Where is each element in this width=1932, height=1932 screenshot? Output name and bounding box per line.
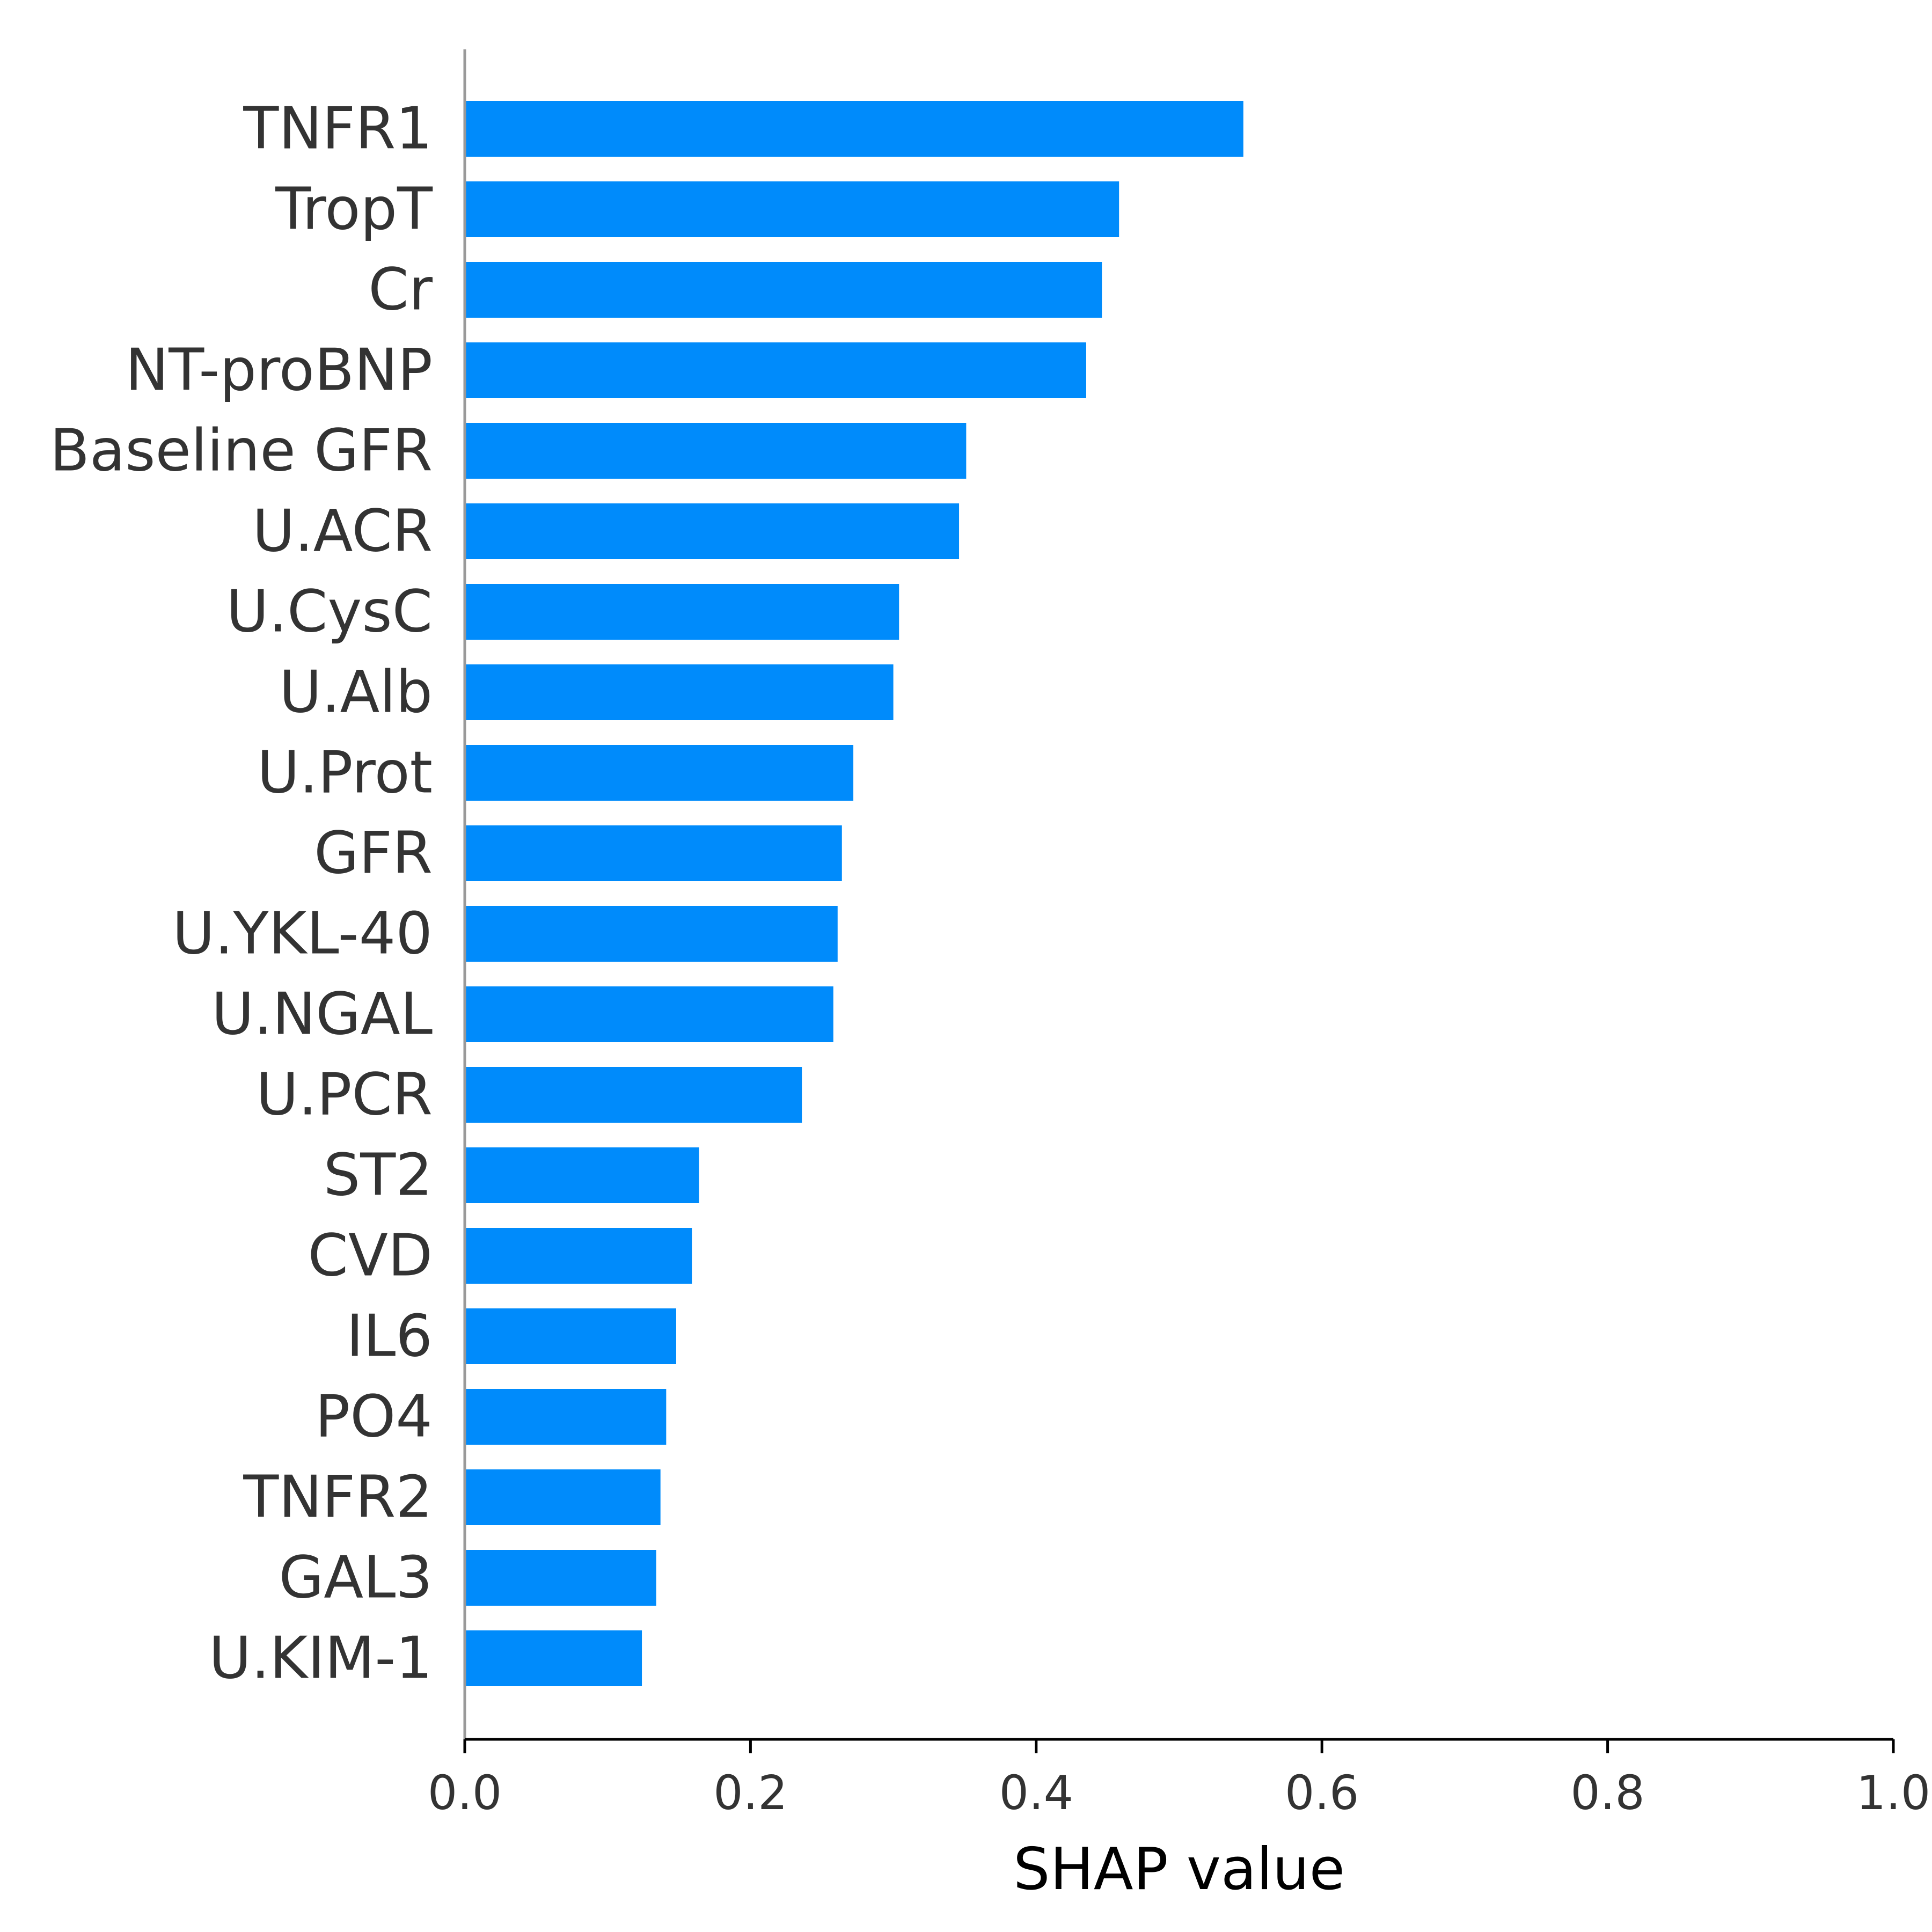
bar-u-kim-1 [465, 1630, 642, 1686]
bar-u-cysc [465, 584, 899, 640]
category-label: Baseline GFR [50, 418, 433, 485]
bar-baseline-gfr [465, 423, 967, 479]
category-label: GAL3 [279, 1545, 433, 1612]
category-label: ST2 [324, 1142, 433, 1209]
category-label: U.YKL-40 [172, 901, 433, 968]
bar-cvd [465, 1228, 692, 1284]
x-tick-label: 1.0 [1856, 1766, 1930, 1820]
category-label: U.CysC [226, 579, 433, 646]
category-label: TropT [275, 176, 433, 243]
category-label: U.Alb [279, 659, 433, 726]
bar-nt-probnp [465, 342, 1086, 398]
x-tick-label: 0.8 [1570, 1766, 1644, 1820]
category-label: U.ACR [252, 498, 433, 565]
category-label: U.NGAL [211, 981, 433, 1048]
bar-u-prot [465, 745, 854, 801]
category-label: PO4 [315, 1384, 433, 1451]
bar-u-acr [465, 503, 960, 559]
category-label: U.Prot [257, 740, 433, 807]
x-tick-label: 0.6 [1285, 1766, 1359, 1820]
bar-tnfr1 [465, 101, 1243, 157]
x-tick-label: 0.0 [428, 1766, 502, 1820]
bars-group [465, 101, 1243, 1686]
category-label: CVD [308, 1223, 433, 1290]
bar-u-ykl-40 [465, 906, 838, 962]
bar-il6 [465, 1308, 676, 1364]
x-tick-label: 0.2 [713, 1766, 787, 1820]
bar-tnfr2 [465, 1469, 661, 1525]
category-label: TNFR1 [243, 96, 433, 163]
x-tick-label: 0.4 [999, 1766, 1073, 1820]
category-label: GFR [314, 820, 433, 887]
bar-tropt [465, 181, 1119, 237]
bar-st2 [465, 1147, 699, 1203]
category-labels-group: TNFR1 TropT Cr NT-proBNP Baseline GFR U.ACR U.… [50, 96, 433, 1692]
bar-cr [465, 262, 1102, 318]
category-label: NT-proBNP [126, 337, 433, 404]
category-label: U.PCR [256, 1062, 433, 1129]
category-label: TNFR2 [243, 1464, 433, 1531]
x-ticks-group: 0.0 0.2 0.4 0.6 0.8 1.0 [428, 1739, 1930, 1820]
bar-gfr [465, 825, 842, 881]
category-label: IL6 [346, 1303, 433, 1370]
bar-gal3 [465, 1550, 656, 1606]
bar-u-ngal [465, 986, 833, 1042]
category-label: Cr [368, 257, 433, 324]
bar-u-alb [465, 664, 894, 720]
bar-po4 [465, 1389, 667, 1445]
x-axis-title: SHAP value [1013, 1836, 1345, 1903]
category-label: U.KIM-1 [209, 1625, 433, 1692]
bar-u-pcr [465, 1067, 802, 1123]
